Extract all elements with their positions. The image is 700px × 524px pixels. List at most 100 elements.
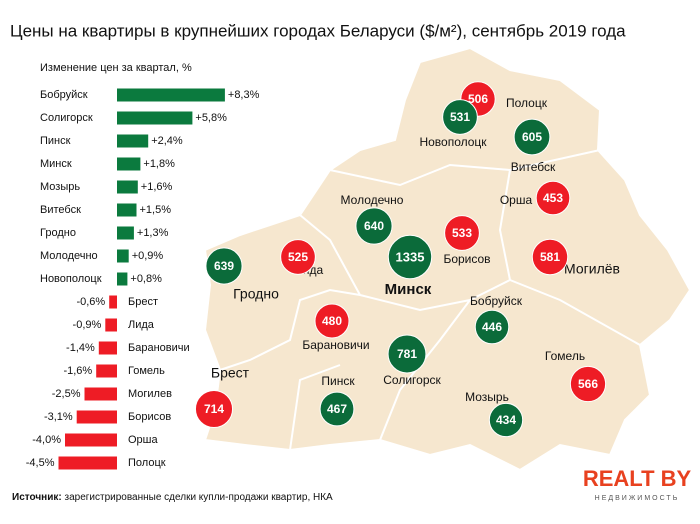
value-label: +1,6% [141, 181, 173, 193]
city-name: Солигорск [383, 373, 441, 387]
city-name: Бобруйск [470, 294, 523, 308]
bar [105, 318, 117, 332]
price-label: 781 [397, 347, 417, 361]
category-label: Барановичи [128, 342, 190, 354]
category-label: Пинск [40, 135, 71, 147]
category-label: Бобруйск [40, 89, 88, 101]
price-bubble [444, 215, 480, 251]
city-name: Борисов [443, 252, 490, 266]
value-label: +1,3% [137, 227, 169, 239]
category-label: Брест [128, 296, 158, 308]
price-label: 480 [322, 314, 342, 328]
city-name: Молодечно [341, 193, 404, 207]
bar [117, 134, 149, 148]
price-label: 714 [204, 402, 224, 416]
source-label: Источник: [12, 492, 62, 503]
price-label: 605 [522, 130, 542, 144]
price-label: 525 [288, 250, 308, 264]
value-label: +1,5% [140, 204, 172, 216]
price-bubble [194, 389, 234, 429]
value-label: -1,4% [66, 342, 95, 354]
bar [76, 410, 117, 424]
price-label: 1335 [396, 249, 425, 264]
bar [117, 272, 128, 286]
value-label: -4,5% [26, 457, 55, 469]
source: Источник: зарегистрированные сделки купл… [12, 492, 333, 503]
price-bubble [319, 391, 355, 427]
bar [117, 88, 225, 102]
price-bubble [513, 118, 551, 156]
chart-subtitle: Изменение цен за квартал, % [40, 62, 192, 74]
value-label: +8,3% [228, 89, 260, 101]
city-name: Брест [211, 365, 250, 381]
bar [117, 157, 141, 171]
value-label: -3,1% [44, 411, 73, 423]
price-bubble [387, 334, 427, 374]
value-label: -2,5% [52, 388, 81, 400]
bar [117, 249, 129, 263]
price-bubble [474, 309, 510, 345]
price-label: 531 [450, 110, 470, 124]
value-label: -4,0% [32, 434, 61, 446]
bar [58, 456, 117, 470]
city-name: Минск [385, 281, 432, 298]
city-name: Гомель [545, 349, 585, 363]
bar [98, 341, 117, 355]
category-label: Могилев [128, 388, 172, 400]
price-bubble [387, 234, 433, 280]
value-label: -1,6% [63, 365, 92, 377]
category-label: Орша [128, 434, 158, 446]
value-label: +2,4% [151, 135, 183, 147]
value-label: +0,8% [130, 273, 162, 285]
bar [117, 226, 134, 240]
source-text: зарегистрированные сделки купли-продажи … [64, 492, 333, 503]
city-name: Мозырь [465, 390, 509, 404]
city-name: Пинск [321, 374, 355, 388]
bar [109, 295, 117, 309]
value-label: -0,6% [76, 296, 105, 308]
bar [84, 387, 117, 401]
price-label: 639 [214, 259, 234, 273]
bar [65, 433, 117, 447]
price-bubble [531, 238, 569, 276]
category-label: Солигорск [40, 112, 93, 124]
price-label: 446 [482, 320, 502, 334]
category-label: Лида [128, 319, 155, 331]
city-name: Гродно [233, 286, 279, 302]
city-name: Витебск [511, 160, 556, 174]
logo-tagline: НЕДВИЖИМОСТЬ [595, 495, 680, 502]
price-label: 640 [364, 219, 384, 233]
bar [117, 203, 137, 217]
value-label: +5,8% [195, 112, 227, 124]
price-label: 453 [543, 191, 563, 205]
price-bubble [205, 247, 243, 285]
category-label: Молодечно [40, 250, 98, 262]
price-bubble [355, 207, 393, 245]
category-label: Новополоцк [40, 273, 102, 285]
price-label: 566 [578, 377, 598, 391]
logo-bg [584, 468, 690, 496]
price-bubble [442, 99, 478, 135]
price-bubble [314, 303, 350, 339]
bar [96, 364, 117, 378]
bar [117, 180, 138, 194]
bar [117, 111, 193, 125]
city-name: Барановичи [302, 338, 369, 352]
region-borders [219, 149, 641, 451]
category-label: Гродно [40, 227, 76, 239]
city-name: Могилёв [564, 261, 620, 277]
city-name: Полоцк [506, 96, 548, 110]
price-bubble [280, 239, 316, 275]
city-name: Орша [500, 193, 533, 207]
price-bubble [535, 180, 571, 216]
chart-title: Цены на квартиры в крупнейших городах Бе… [10, 21, 626, 40]
price-bubble [569, 365, 607, 403]
price-label: 434 [496, 413, 516, 427]
category-label: Гомель [128, 365, 165, 377]
category-label: Мозырь [40, 181, 80, 193]
map-outline [203, 46, 692, 472]
price-label: 506 [468, 92, 488, 106]
category-label: Борисов [128, 411, 171, 423]
